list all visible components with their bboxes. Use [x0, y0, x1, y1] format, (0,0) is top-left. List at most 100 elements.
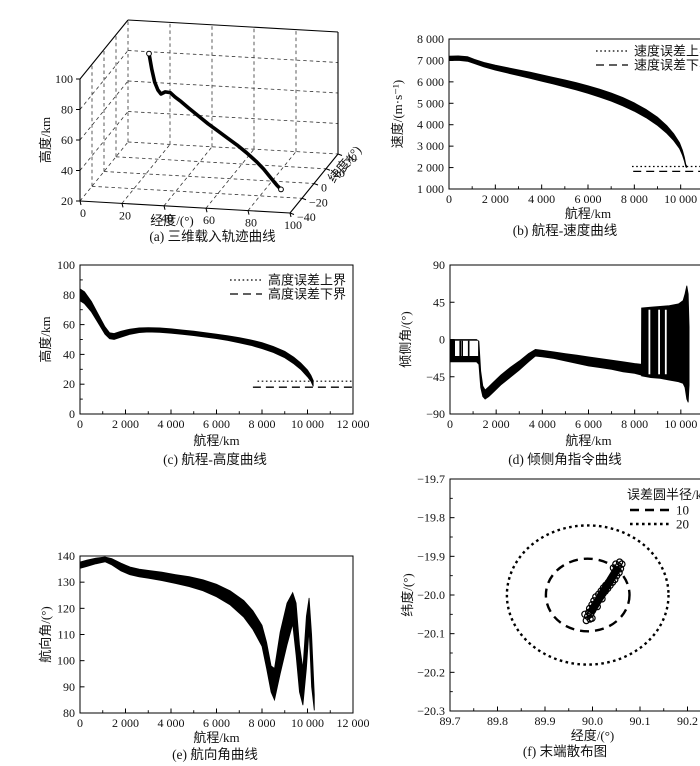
svg-text:2 000: 2 000 [482, 192, 509, 206]
svg-text:0: 0 [77, 417, 83, 431]
svg-text:倾侧角/(°): 倾侧角/(°) [398, 311, 413, 367]
svg-text:60: 60 [61, 133, 73, 147]
svg-text:速度/(m·s⁻¹): 速度/(m·s⁻¹) [390, 80, 405, 149]
svg-text:航程/km: 航程/km [565, 433, 611, 448]
svg-text:10 000: 10 000 [664, 417, 697, 431]
panel-terminal-dispersion: 89.789.889.990.090.190.290.3−20.3−20.2−2… [390, 456, 700, 766]
svg-text:80: 80 [63, 288, 75, 302]
svg-text:−19.7: −19.7 [417, 472, 445, 486]
svg-text:40: 40 [61, 164, 73, 178]
svg-text:20: 20 [676, 517, 689, 532]
svg-text:8 000: 8 000 [621, 192, 648, 206]
svg-text:10 000: 10 000 [664, 192, 697, 206]
caption-f: (f) 末端散布图 [522, 744, 608, 759]
svg-text:0: 0 [447, 417, 453, 431]
svg-text:20: 20 [63, 377, 75, 391]
svg-text:0: 0 [80, 206, 86, 220]
svg-text:0: 0 [439, 333, 445, 347]
svg-text:2 000: 2 000 [483, 417, 510, 431]
svg-text:100: 100 [55, 72, 73, 86]
svg-text:10: 10 [676, 503, 689, 518]
svg-text:90.2: 90.2 [677, 714, 698, 728]
svg-text:−20: −20 [309, 195, 328, 209]
svg-text:误差圆半径/km: 误差圆半径/km [627, 487, 700, 502]
svg-text:80: 80 [63, 706, 75, 720]
svg-text:60: 60 [203, 213, 215, 227]
panel-3d-trajectory: 20 40 60 80 100 0 20 40 60 80 100 −40 −20 0 20 40 经度/(°)… [38, 16, 385, 250]
caption-d: (d) 倾侧角指令曲线 [508, 452, 622, 467]
svg-text:4 000: 4 000 [158, 417, 185, 431]
svg-text:速度误差上界: 速度误差上界 [634, 44, 700, 59]
svg-text:经度/(°): 经度/(°) [571, 728, 614, 743]
svg-text:8 000: 8 000 [417, 32, 444, 46]
svg-text:4 000: 4 000 [417, 118, 444, 132]
svg-text:40: 40 [161, 211, 173, 225]
svg-text:100: 100 [57, 258, 75, 272]
svg-text:89.8: 89.8 [487, 714, 508, 728]
panel-heading-angle: 0 2 000 4 000 6 000 8 000 10 000 12 000 80 90 100… [38, 506, 390, 766]
svg-text:89.7: 89.7 [440, 714, 461, 728]
svg-text:航程/km: 航程/km [193, 730, 239, 745]
caption-a: (a) 三维载入轨迹曲线 [149, 229, 276, 244]
svg-text:10 000: 10 000 [291, 716, 324, 730]
svg-text:高度/km: 高度/km [38, 117, 53, 163]
svg-text:2 000: 2 000 [417, 161, 444, 175]
svg-text:12 000: 12 000 [337, 417, 370, 431]
svg-text:−40: −40 [297, 210, 316, 224]
svg-text:7 000: 7 000 [417, 53, 444, 67]
svg-text:90: 90 [63, 680, 75, 694]
svg-text:0: 0 [77, 716, 83, 730]
svg-text:10 000: 10 000 [291, 417, 324, 431]
svg-text:速度误差下界: 速度误差下界 [634, 58, 700, 73]
svg-text:−20.2: −20.2 [417, 665, 445, 679]
svg-text:20: 20 [61, 194, 73, 208]
svg-text:8 000: 8 000 [621, 417, 648, 431]
svg-text:2 000: 2 000 [112, 716, 139, 730]
svg-text:20: 20 [119, 208, 131, 222]
svg-text:6 000: 6 000 [203, 417, 230, 431]
svg-text:90: 90 [433, 258, 445, 272]
svg-text:经度/(°): 经度/(°) [150, 213, 193, 228]
svg-text:100: 100 [57, 654, 75, 668]
svg-text:8 000: 8 000 [249, 716, 276, 730]
svg-text:40: 40 [345, 151, 357, 165]
svg-text:12 000: 12 000 [337, 716, 370, 730]
svg-text:0: 0 [446, 192, 452, 206]
svg-text:120: 120 [57, 601, 75, 615]
svg-text:航程/km: 航程/km [193, 433, 239, 448]
svg-text:高度误差上界: 高度误差上界 [268, 273, 346, 288]
svg-text:0: 0 [69, 407, 75, 421]
svg-text:高度误差下界: 高度误差下界 [268, 287, 346, 302]
svg-text:6 000: 6 000 [417, 75, 444, 89]
svg-text:航程/km: 航程/km [565, 206, 611, 221]
svg-text:高度/km: 高度/km [38, 316, 53, 362]
svg-text:−20.0: −20.0 [417, 588, 445, 602]
svg-text:80: 80 [61, 103, 73, 117]
svg-text:6 000: 6 000 [575, 192, 602, 206]
svg-text:130: 130 [57, 575, 75, 589]
svg-text:89.9: 89.9 [535, 714, 556, 728]
svg-text:−20.3: −20.3 [417, 704, 445, 718]
svg-text:110: 110 [57, 628, 75, 642]
svg-text:0: 0 [321, 181, 327, 195]
svg-text:40: 40 [63, 347, 75, 361]
svg-text:2 000: 2 000 [112, 417, 139, 431]
panel-range-altitude: 0 2 000 4 000 6 000 8 000 10 000 12 000 0 20 40 60… [38, 253, 390, 475]
svg-text:20: 20 [333, 166, 345, 180]
svg-text:航向角/(°): 航向角/(°) [38, 606, 53, 662]
svg-text:8 000: 8 000 [249, 417, 276, 431]
svg-text:1 000: 1 000 [417, 182, 444, 196]
svg-text:3 000: 3 000 [417, 139, 444, 153]
svg-text:140: 140 [57, 549, 75, 563]
svg-text:−19.9: −19.9 [417, 549, 445, 563]
caption-b: (b) 航程-速度曲线 [512, 223, 618, 238]
svg-text:−19.8: −19.8 [417, 511, 445, 525]
caption-e: (e) 航向角曲线 [172, 747, 258, 762]
svg-text:4 000: 4 000 [158, 716, 185, 730]
svg-text:−20.1: −20.1 [417, 627, 445, 641]
svg-text:4 000: 4 000 [528, 192, 555, 206]
